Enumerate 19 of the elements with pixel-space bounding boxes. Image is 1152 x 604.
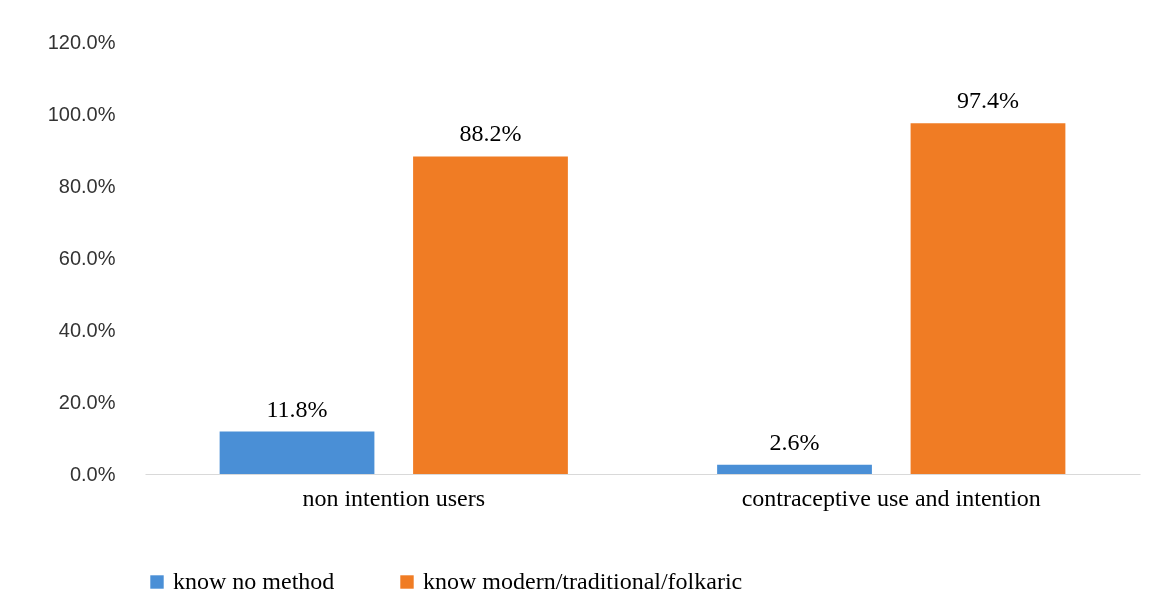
data-label: 2.6% <box>769 428 820 455</box>
data-label: 11.8% <box>266 395 328 422</box>
legend-label: know no method <box>173 568 335 594</box>
bar <box>717 464 872 474</box>
y-tick-label: 20.0% <box>58 390 116 413</box>
bar <box>219 431 375 474</box>
legend-label: know modern/traditional/folkaric <box>423 568 743 594</box>
data-label: 97.4% <box>956 87 1019 114</box>
y-tick-label: 40.0% <box>58 318 116 341</box>
y-tick-label: 0.0% <box>69 462 116 485</box>
y-tick-label: 80.0% <box>58 174 116 197</box>
x-tick-label: non intention users <box>302 484 486 511</box>
bar <box>910 123 1066 474</box>
y-tick-label: 120.0% <box>47 30 116 53</box>
y-tick-label: 60.0% <box>58 246 116 269</box>
x-tick-label: contraceptive use and intention <box>741 484 1041 511</box>
bar <box>413 156 568 474</box>
y-tick-label: 100.0% <box>47 102 116 125</box>
data-label: 88.2% <box>459 120 522 147</box>
